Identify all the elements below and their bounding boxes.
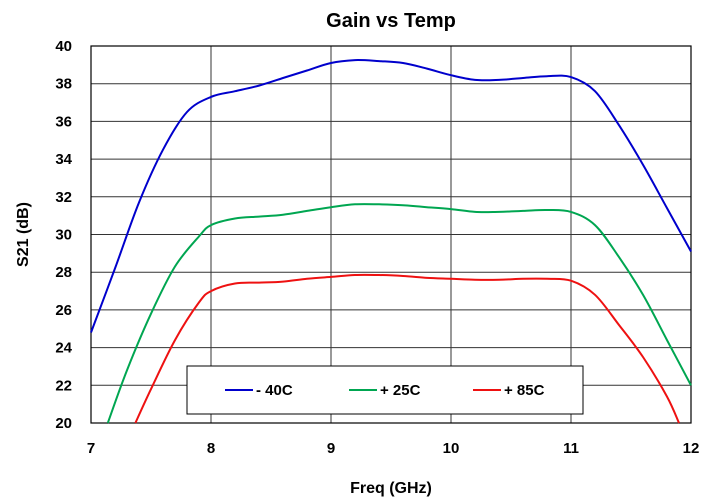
legend-label: + 25C (380, 382, 421, 399)
y-tick-label: 32 (55, 189, 72, 206)
plot-frame (90, 45, 692, 424)
x-tick-label: 11 (563, 440, 579, 457)
y-tick-labels: 20 22 24 26 28 30 32 34 36 38 40 (55, 38, 72, 432)
x-axis-title: Freq (GHz) (350, 480, 432, 497)
series-line (90, 59, 692, 333)
x-tick-label: 8 (207, 440, 215, 457)
series-layer (90, 59, 692, 424)
y-tick-label: 20 (55, 415, 72, 432)
y-tick-label: 28 (55, 264, 72, 281)
y-tick-label: 34 (55, 151, 72, 168)
y-tick-label: 36 (55, 113, 72, 130)
y-tick-label: 22 (55, 377, 72, 394)
series-line (134, 273, 680, 424)
chart-title: Gain vs Temp (326, 10, 456, 32)
y-tick-label: 40 (55, 38, 72, 55)
x-tick-label: 7 (87, 440, 95, 457)
y-tick-label: 24 (55, 340, 72, 357)
legend-label: - 40C (256, 382, 293, 399)
x-tick-label: 12 (683, 440, 700, 457)
x-tick-labels: 7 8 9 10 11 12 (87, 440, 700, 457)
y-tick-label: 30 (55, 227, 72, 244)
y-axis-title: S21 (dB) (15, 202, 32, 267)
series-line (106, 203, 692, 424)
x-tick-label: 9 (327, 440, 335, 457)
legend: - 40C + 25C + 85C (186, 365, 584, 415)
y-tick-label: 38 (55, 76, 72, 93)
legend-label: + 85C (504, 382, 545, 399)
x-tick-label: 10 (443, 440, 460, 457)
y-tick-label: 26 (55, 302, 72, 319)
